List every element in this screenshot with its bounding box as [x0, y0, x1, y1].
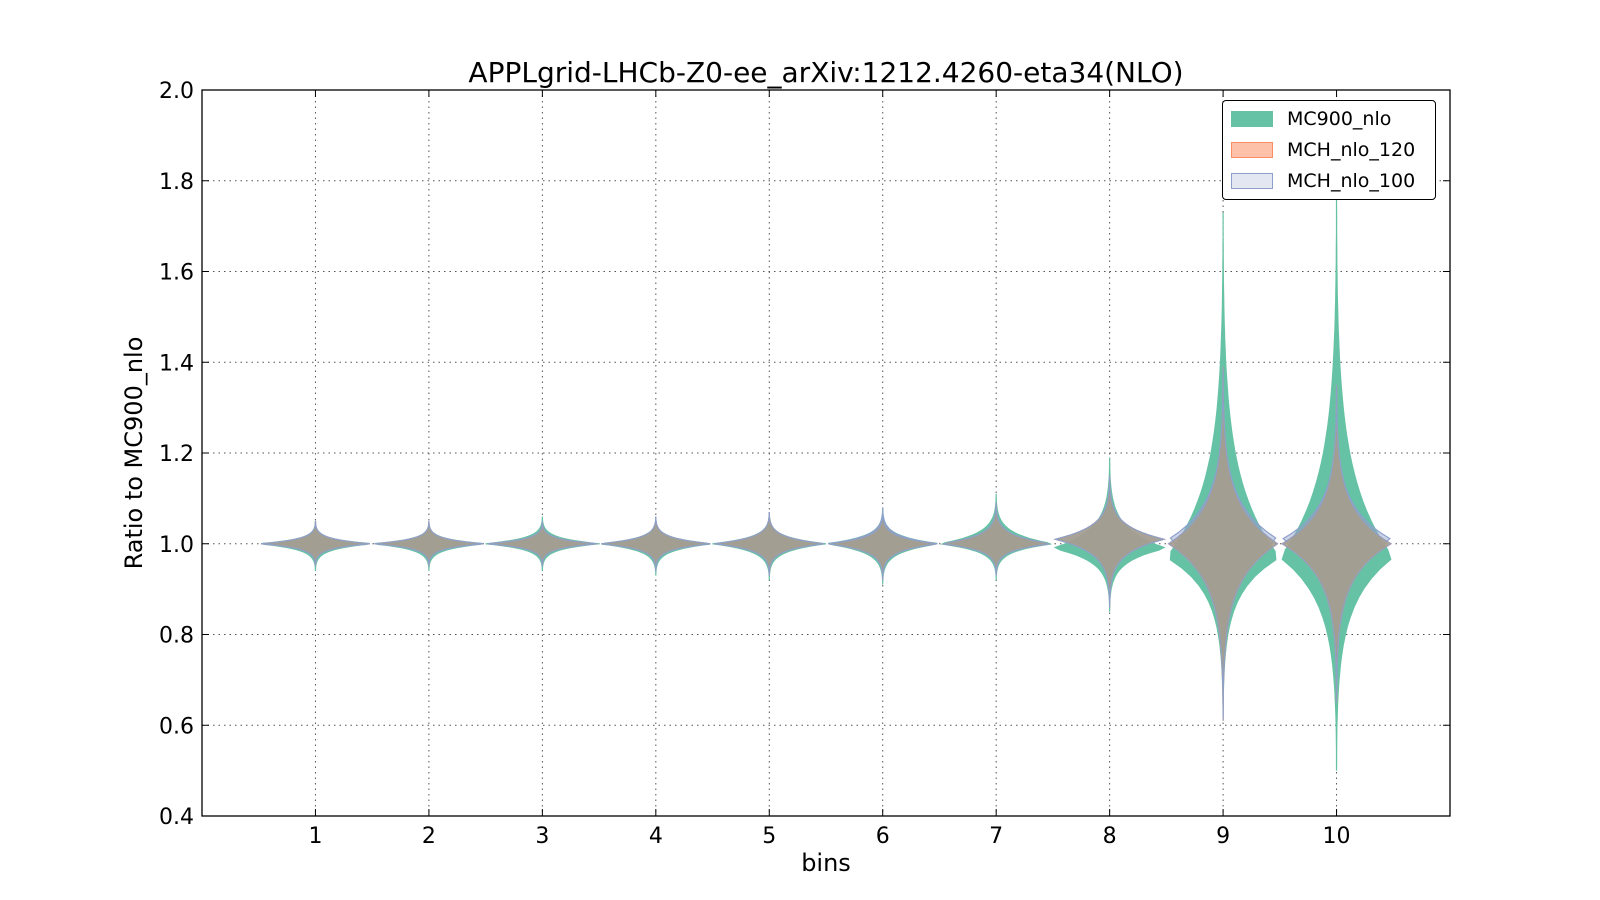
- y-tick-label: 1.8: [159, 170, 194, 195]
- x-tick-label: 6: [876, 824, 890, 849]
- chart-title: APPLgrid-LHCb-Z0-ee_arXiv:1212.4260-eta3…: [468, 56, 1183, 89]
- x-axis-label: bins: [801, 849, 851, 877]
- legend-item-mc900-nlo: MC900_nlo: [1231, 107, 1391, 131]
- x-tick-label: 10: [1323, 824, 1351, 849]
- legend-swatch-mc900-nlo: [1231, 111, 1273, 127]
- legend-label-mch-nlo-100: MCH_nlo_100: [1287, 170, 1416, 192]
- violin-plots: [260, 194, 1393, 771]
- violin-overlap-bin-4: [601, 516, 711, 571]
- x-tick-label: 5: [762, 824, 776, 849]
- legend-item-mch-nlo-100: MCH_nlo_100: [1231, 169, 1415, 193]
- violin-overlap-bin-9: [1167, 366, 1279, 721]
- violin-overlap-bin-7: [942, 502, 1050, 576]
- x-tick-label: 3: [535, 824, 549, 849]
- legend-label-mc900-nlo: MC900_nlo: [1287, 108, 1392, 130]
- y-tick-label: 0.8: [159, 624, 194, 649]
- violin-overlap-bin-10: [1281, 384, 1392, 703]
- x-tick-label: 4: [649, 824, 663, 849]
- y-axis-label: Ratio to MC900_nlo: [120, 337, 148, 570]
- axis-ticks: 0.4 0.6 0.8 1.0 1.2 1.4 1.6 1.8 2.0 1 2 3 4 5 6 7 8 9 10: [159, 79, 1450, 849]
- violin-overlap-bin-1: [260, 521, 370, 567]
- legend-swatch-mch-nlo-100: [1231, 173, 1273, 189]
- y-tick-label: 1.2: [159, 442, 194, 467]
- violin-overlap-bin-5: [714, 512, 824, 576]
- y-tick-label: 1.0: [159, 533, 194, 558]
- violin-overlap-bin-2: [374, 521, 484, 567]
- x-tick-label: 1: [308, 824, 322, 849]
- y-tick-label: 1.4: [159, 351, 194, 376]
- y-tick-label: 2.0: [159, 79, 194, 104]
- x-tick-label: 8: [1103, 824, 1117, 849]
- y-tick-label: 0.6: [159, 714, 194, 739]
- x-tick-label: 2: [422, 824, 436, 849]
- legend-item-mch-nlo-120: MCH_nlo_120: [1231, 138, 1415, 162]
- violin-overlap-bin-3: [487, 521, 597, 567]
- x-tick-label: 9: [1216, 824, 1230, 849]
- legend-label-mch-nlo-120: MCH_nlo_120: [1287, 139, 1416, 161]
- violin-overlap-bin-6: [828, 512, 938, 580]
- x-tick-label: 7: [989, 824, 1003, 849]
- legend: MC900_nlo MCH_nlo_120 MCH_nlo_100: [1222, 100, 1436, 200]
- y-tick-label: 1.6: [159, 261, 194, 286]
- legend-swatch-mch-nlo-120: [1231, 142, 1273, 158]
- violin-overlap-bin-8: [1053, 475, 1166, 608]
- y-tick-label: 0.4: [159, 805, 194, 830]
